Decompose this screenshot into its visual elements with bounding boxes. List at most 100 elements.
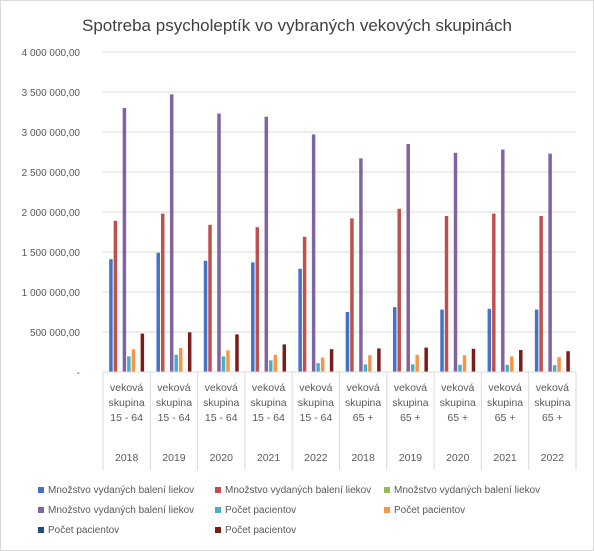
- legend: Množstvo vydaných balení liekov Množstvo …: [38, 485, 540, 536]
- x-group-label: 65 +: [353, 412, 374, 424]
- x-axis: veková skupina 15 - 64 2018 veková skupina 15 …: [102, 371, 577, 470]
- y-tick-label: 1 500 000,00: [22, 248, 81, 259]
- legend-label: Množstvo vydaných balení liekov: [48, 505, 194, 516]
- bar: [444, 216, 449, 372]
- x-group-label: skupina: [345, 397, 381, 409]
- bar: [410, 364, 415, 372]
- legend-label: Množstvo vydaných balení liekov: [48, 485, 194, 496]
- legend-label: Množstvo vydaných balení liekov: [225, 485, 371, 496]
- x-year-label: 2020: [446, 452, 470, 464]
- legend-swatch: [215, 527, 221, 533]
- x-group-label: veková: [110, 382, 143, 394]
- x-year-label: 2018: [115, 452, 139, 464]
- legend-label: Počet pacientov: [225, 525, 296, 536]
- x-year-label: 2019: [162, 452, 186, 464]
- x-group-label: skupina: [487, 397, 523, 409]
- bar: [548, 153, 552, 372]
- bar: [377, 348, 381, 372]
- bar: [534, 309, 539, 372]
- bar: [269, 360, 273, 372]
- chart-title: Spotreba psycholeptík vo vybraných vekov…: [82, 16, 512, 35]
- bar: [131, 349, 136, 372]
- bar: [368, 355, 372, 372]
- bar: [557, 357, 561, 372]
- bar: [363, 364, 368, 372]
- y-tick-label: 4 000 000,00: [22, 48, 81, 59]
- x-group-label: veková: [347, 382, 380, 394]
- bar: [187, 332, 192, 372]
- x-group-label: veková: [157, 382, 190, 394]
- bar: [235, 334, 239, 372]
- y-tick-label: 3 000 000,00: [22, 128, 81, 139]
- bar: [221, 356, 226, 372]
- legend-label: Množstvo vydaných balení liekov: [394, 485, 540, 496]
- x-year-label: 2021: [493, 452, 517, 464]
- bar: [492, 213, 496, 372]
- x-group-label: skupina: [250, 397, 286, 409]
- bar: [217, 113, 221, 372]
- bar: [127, 356, 131, 372]
- x-group-label: veková: [205, 382, 238, 394]
- legend-swatch: [38, 487, 44, 493]
- x-group-label: 15 - 64: [110, 412, 143, 424]
- bar: [273, 354, 278, 372]
- legend-label: Počet pacientov: [48, 525, 119, 536]
- x-group-label: skupina: [534, 397, 570, 409]
- bar: [156, 252, 160, 372]
- bar: [462, 355, 467, 372]
- bar: [453, 152, 458, 372]
- legend-swatch: [215, 487, 221, 493]
- x-year-label: 2020: [210, 452, 234, 464]
- bar: [510, 356, 514, 372]
- bar: [539, 216, 543, 372]
- bar: [264, 116, 269, 372]
- x-group-label: veková: [394, 382, 427, 394]
- legend-swatch: [38, 527, 44, 533]
- bar: [113, 220, 118, 372]
- x-group-label: 15 - 64: [299, 412, 332, 424]
- bar: [440, 309, 444, 372]
- bar: [397, 208, 401, 372]
- bar: [424, 347, 428, 372]
- legend-swatch: [384, 487, 390, 493]
- x-group-label: skupina: [440, 397, 476, 409]
- x-group-label: 65 +: [542, 412, 563, 424]
- bar: [169, 94, 174, 373]
- x-group-label: 15 - 64: [252, 412, 285, 424]
- bar: [178, 348, 183, 372]
- bar: [208, 224, 212, 372]
- y-tick-label: 3 500 000,00: [22, 88, 81, 99]
- bar: [458, 364, 462, 372]
- bar: [282, 344, 287, 372]
- bar: [519, 350, 523, 372]
- bar: [203, 260, 208, 372]
- x-group-label: veková: [299, 382, 332, 394]
- bar: [350, 218, 354, 372]
- x-group-label: skupina: [156, 397, 192, 409]
- x-group-label: 15 - 64: [158, 412, 191, 424]
- x-group-label: 65 +: [495, 412, 516, 424]
- x-group-label: veková: [488, 382, 521, 394]
- bar: [160, 213, 165, 372]
- bar: [255, 227, 260, 372]
- bar: [552, 365, 557, 372]
- bar: [487, 308, 492, 372]
- bar: [471, 348, 476, 372]
- legend-label: Počet pacientov: [225, 505, 296, 516]
- bar: [140, 333, 145, 372]
- legend-label: Počet pacientov: [394, 505, 465, 516]
- bar: [329, 349, 334, 372]
- bar: [406, 144, 410, 372]
- x-group-label: skupina: [298, 397, 334, 409]
- x-year-label: 2022: [304, 452, 328, 464]
- bar: [505, 364, 510, 372]
- bar: [501, 149, 505, 372]
- x-group-label: veková: [441, 382, 474, 394]
- bar: [415, 354, 419, 372]
- bar: [359, 158, 363, 372]
- x-year-label: 2021: [257, 452, 281, 464]
- y-tick-label: 2 500 000,00: [22, 168, 81, 179]
- x-year-label: 2022: [541, 452, 565, 464]
- y-tick-label: 500 000,00: [30, 328, 80, 339]
- legend-swatch: [215, 507, 221, 513]
